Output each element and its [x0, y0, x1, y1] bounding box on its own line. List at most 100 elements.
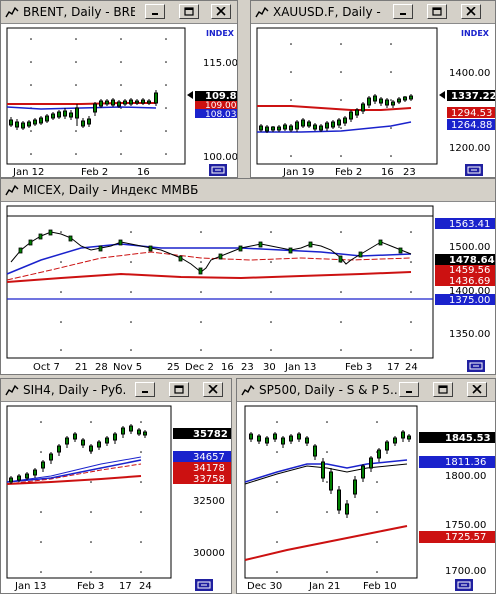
brent-last-price: 109.85 — [205, 91, 238, 102]
sih4-window-title: SIH4, Daily - Руб... — [23, 383, 127, 397]
micex-date-dec2: Dec 2 — [185, 362, 214, 373]
brent-title-bar[interactable]: BRENT, Daily - BRE... — [1, 1, 237, 24]
sp500-price-1750: 1750.00 — [445, 520, 486, 531]
brent-restore-button[interactable] — [179, 4, 199, 19]
xau-close-button[interactable] — [461, 4, 481, 19]
xau-candles — [259, 94, 413, 133]
restore-icon — [184, 7, 194, 16]
sp500-window-title: SP500, Daily - S & P 5... — [259, 383, 397, 397]
sp500-ma-1811: 1811.36 — [445, 457, 486, 468]
xau-chart-window[interactable]: XAUUSD.F, Daily - ... — [250, 0, 496, 178]
micex-scale-toggle-button[interactable] — [467, 360, 485, 372]
brent-grid — [30, 38, 167, 155]
micex-date-24: 24 — [405, 362, 418, 373]
xau-ma-red-value: 1294.53 — [451, 108, 492, 119]
brent-chart[interactable]: INDEX 115.00 109.85 109.00 108.03 100.00… — [1, 24, 238, 178]
sih4-scale-toggle-button[interactable] — [195, 579, 213, 591]
micex-ma-1459: 1459.56 — [449, 265, 490, 276]
sih4-last-price: 35782 — [193, 429, 228, 440]
brent-candles — [9, 90, 158, 130]
micex-date-jan13: Jan 13 — [284, 362, 316, 373]
restore-icon — [174, 385, 184, 394]
chart-window-icon — [5, 6, 19, 18]
xau-restore-button[interactable] — [427, 4, 447, 19]
brent-ma-red-value: 109.00 — [205, 101, 237, 111]
xau-window-title: XAUUSD.F, Daily - ... — [273, 5, 383, 19]
scale-toggle-icon — [457, 581, 471, 589]
micex-price-1375: 1375.00 — [449, 295, 490, 306]
brent-price-100: 100.00 — [203, 152, 238, 163]
sih4-ma-red-thin — [6, 463, 142, 485]
sp500-chart-window[interactable]: SP500, Daily - S & P 5... — [236, 378, 496, 594]
xau-chart[interactable]: INDEX 1400.00 1337.22 1294.53 1264.88 12… — [251, 24, 496, 178]
micex-ma-blue — [6, 243, 412, 275]
brent-minimize-button[interactable] — [145, 4, 165, 19]
sp500-scale-toggle-button[interactable] — [455, 579, 473, 591]
micex-chart-window[interactable]: MICEX, Daily - Индекс ММВБ 1563.41 1500.… — [0, 178, 496, 375]
sp500-price-1700: 1700.00 — [445, 566, 486, 577]
sp500-grid — [276, 421, 378, 573]
xau-last-price: 1337.22 — [451, 91, 496, 102]
sp500-candles — [249, 430, 411, 518]
sih4-ma-blue-thin — [6, 456, 142, 483]
brent-scale-toggle-button[interactable] — [209, 164, 227, 176]
xau-price-1400: 1400.00 — [449, 68, 490, 79]
restore-icon — [432, 7, 442, 16]
sih4-restore-button[interactable] — [169, 382, 189, 397]
brent-date-16: 16 — [137, 167, 150, 178]
xau-minimize-button[interactable] — [393, 4, 413, 19]
scale-toggle-icon — [469, 362, 483, 370]
micex-chart[interactable]: 1563.41 1500.00 1478.64 1459.56 1436.69 … — [1, 202, 496, 375]
sih4-date-feb3: Feb 3 — [77, 581, 104, 592]
minimize-icon — [406, 391, 412, 393]
xau-title-bar[interactable]: XAUUSD.F, Daily - ... — [251, 1, 495, 24]
sih4-title-bar[interactable]: SIH4, Daily - Руб... — [1, 379, 231, 402]
sih4-close-button[interactable] — [203, 382, 223, 397]
micex-date-feb3: Feb 3 — [345, 362, 372, 373]
brent-chart-window[interactable]: BRENT, Daily - BRE... — [0, 0, 238, 178]
micex-date-nov5: Nov 5 — [113, 362, 142, 373]
sp500-restore-button[interactable] — [433, 382, 453, 397]
micex-last-price: 1478.64 — [449, 255, 495, 266]
xau-price-1200: 1200.00 — [449, 143, 490, 154]
micex-price-1563: 1563.41 — [449, 219, 490, 230]
micex-ma-1436: 1436.69 — [449, 276, 490, 287]
brent-ma-blue — [6, 106, 157, 110]
sih4-ma-blue — [6, 459, 142, 483]
micex-date-30: 30 — [263, 362, 276, 373]
close-icon — [208, 385, 218, 394]
sih4-chart[interactable]: 35782 34657 34178 33758 32500 30000 Jan … — [1, 402, 232, 594]
brent-ma-red — [7, 102, 156, 105]
sp500-ma-blue-thin — [244, 463, 408, 485]
sp500-chart[interactable]: 1845.53 1811.36 1800.00 1750.00 1725.57 … — [237, 402, 496, 594]
xau-date-23: 23 — [403, 167, 416, 178]
sih4-minimize-button[interactable] — [135, 382, 155, 397]
sp500-date-feb10: Feb 10 — [363, 581, 397, 592]
sih4-chart-window[interactable]: SIH4, Daily - Руб... — [0, 378, 232, 594]
xau-scale-toggle-button[interactable] — [465, 164, 483, 176]
xau-date-feb2: Feb 2 — [335, 167, 362, 178]
micex-price-1350: 1350.00 — [449, 329, 490, 340]
micex-date-oct7: Oct 7 — [33, 362, 60, 373]
sp500-title-bar[interactable]: SP500, Daily - S & P 5... — [237, 379, 495, 402]
micex-date-17: 17 — [387, 362, 400, 373]
sih4-date-jan13: Jan 13 — [14, 581, 46, 592]
chart-window-icon — [255, 6, 269, 18]
scale-toggle-icon — [211, 166, 225, 174]
chart-window-icon — [5, 184, 19, 196]
sih4-ma-34657: 34657 — [193, 452, 225, 463]
sp500-date-dec30: Dec 30 — [247, 581, 282, 592]
micex-window-title: MICEX, Daily - Индекс ММВБ — [23, 183, 199, 197]
micex-title-bar[interactable]: MICEX, Daily - Индекс ММВБ — [1, 179, 495, 202]
micex-date-16: 16 — [221, 362, 234, 373]
micex-date-25: 25 — [167, 362, 180, 373]
micex-ma-red-thin — [6, 251, 412, 281]
brent-close-button[interactable] — [211, 4, 231, 19]
minimize-icon — [142, 391, 148, 393]
xau-index-label: INDEX — [461, 29, 490, 38]
sp500-close-button[interactable] — [467, 382, 487, 397]
chart-window-icon — [5, 384, 19, 396]
xau-ma-blue — [257, 121, 412, 133]
sp500-minimize-button[interactable] — [399, 382, 419, 397]
xau-date-jan19: Jan 19 — [282, 167, 314, 178]
